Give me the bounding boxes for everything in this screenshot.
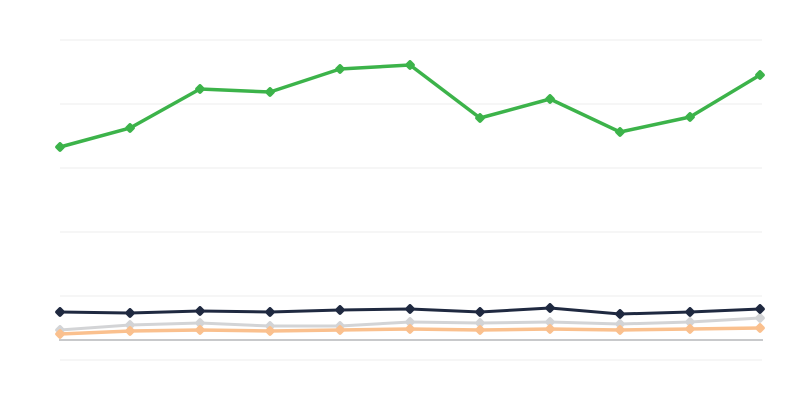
orange-series-data-point-marker [615,325,625,335]
green-series-data-point-marker [335,64,345,74]
navy-series-data-point-marker [545,303,555,313]
green-series-data-point-marker [685,112,695,122]
gray-series-group [55,313,765,335]
green-series-data-point-marker [195,84,205,94]
navy-series-data-point-marker [55,307,65,317]
navy-series-data-point-marker [755,304,765,314]
green-series-data-point-marker [125,123,135,133]
orange-series-data-point-marker [685,324,695,334]
orange-series-data-point-marker [265,326,275,336]
gray-series-data-point-marker [405,317,415,327]
gray-series-data-point-marker [125,320,135,330]
navy-series-data-point-marker [685,307,695,317]
navy-series-data-point-marker [125,308,135,318]
navy-series-data-point-marker [195,306,205,316]
orange-series-group [55,323,765,339]
navy-series-group [55,303,765,319]
gray-series-data-point-marker [615,319,625,329]
orange-series-data-point-marker [335,325,345,335]
gray-series-data-point-marker [685,317,695,327]
green-series-data-point-marker [475,113,485,123]
green-series-data-point-marker [55,142,65,152]
green-series-line [58,63,762,149]
green-series-group [55,60,765,152]
orange-series-data-point-marker [405,324,415,334]
navy-series-data-point-marker [265,307,275,317]
orange-series-data-point-marker [755,323,765,333]
orange-series-data-point-marker [195,325,205,335]
gridlines-group [60,39,762,361]
green-series-data-point-marker [545,94,555,104]
green-series-data-point-marker [615,127,625,137]
navy-series-data-point-marker [405,304,415,314]
orange-series-data-point-marker [125,326,135,336]
orange-series-data-point-marker [545,324,555,334]
navy-series-data-point-marker [335,305,345,315]
gray-series-data-point-marker [545,317,555,327]
green-series-data-point-marker [755,70,765,80]
orange-series-data-point-marker [55,329,65,339]
green-series-data-point-marker [265,87,275,97]
gray-series-data-point-marker [755,313,765,323]
navy-series-data-point-marker [615,309,625,319]
orange-series-data-point-marker [475,325,485,335]
gray-series-data-point-marker [475,318,485,328]
gray-series-data-point-marker [195,318,205,328]
navy-series-data-point-marker [475,307,485,317]
green-series-data-point-marker [405,60,415,70]
